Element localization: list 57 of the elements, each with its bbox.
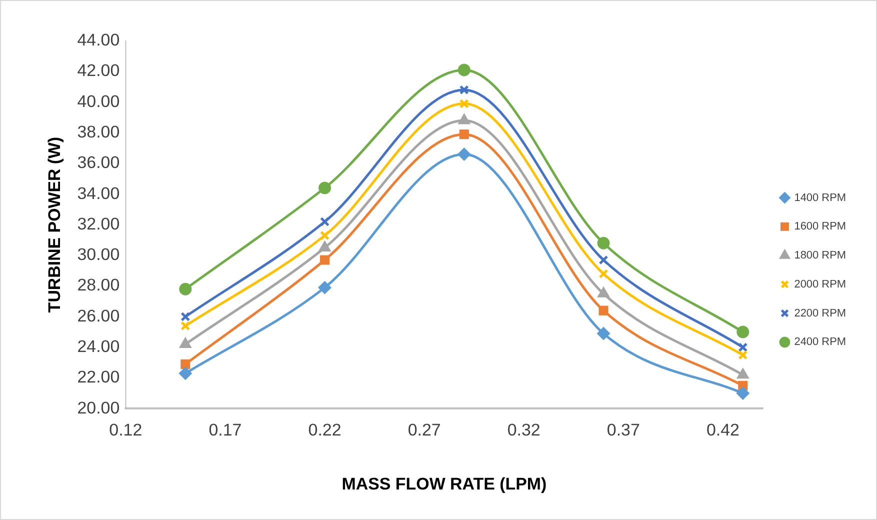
x-tick-label: 0.12 — [109, 420, 142, 440]
y-tick-label: 30.00 — [77, 245, 120, 264]
legend-label: 1800 RPM — [794, 250, 846, 262]
point — [598, 306, 608, 316]
point — [318, 182, 331, 194]
point — [319, 241, 330, 252]
y-tick-label: 20.00 — [77, 398, 120, 418]
x-tick-label: 0.22 — [308, 420, 342, 440]
point — [598, 255, 608, 265]
point — [180, 338, 191, 348]
point — [180, 321, 190, 331]
point — [598, 287, 610, 298]
legend-label: 2400 RPM — [794, 336, 846, 348]
y-tick-label: 40.00 — [77, 92, 120, 111]
point — [459, 98, 469, 108]
point — [598, 269, 608, 279]
point — [738, 350, 748, 360]
legend-label: 1400 RPM — [794, 192, 846, 204]
point — [458, 114, 470, 124]
x-tick-label: 0.32 — [507, 420, 540, 440]
y-tick-label: 22.00 — [77, 368, 120, 387]
y-tick-label: 34.00 — [77, 184, 120, 203]
x-tick-label: 0.37 — [606, 420, 640, 440]
point — [738, 342, 748, 352]
point — [459, 130, 469, 140]
point — [180, 359, 190, 369]
y-tick-label: 26.00 — [77, 306, 120, 326]
point — [179, 367, 192, 380]
y-tick-label: 24.00 — [77, 337, 120, 356]
point — [597, 236, 610, 250]
point — [320, 216, 330, 226]
point — [320, 255, 330, 265]
x-tick-label: 0.17 — [208, 420, 242, 440]
y-axis-title: TURBINE POWER (W) — [44, 136, 64, 313]
legend-label: 2000 RPM — [794, 278, 846, 290]
y-tick-label: 38.00 — [77, 122, 120, 142]
point — [736, 326, 750, 338]
x-axis-title: MASS FLOW RATE (LPM) — [342, 474, 547, 494]
legend-label: 2200 RPM — [794, 307, 846, 320]
point — [597, 327, 610, 340]
point — [180, 312, 190, 322]
y-tick-label: 28.00 — [77, 276, 120, 295]
point — [736, 387, 750, 400]
point — [737, 368, 748, 379]
x-tick-label: 0.27 — [408, 420, 441, 440]
y-tick-label: 36.00 — [77, 153, 120, 172]
y-tick-label: 42.00 — [77, 61, 120, 80]
y-tick-label: 44.00 — [77, 30, 120, 50]
x-tick-label: 0.42 — [706, 420, 740, 440]
point — [320, 230, 330, 240]
point — [458, 148, 470, 160]
point — [459, 85, 469, 95]
point — [179, 282, 192, 296]
point — [458, 64, 470, 76]
point — [318, 281, 331, 294]
y-tick-label: 32.00 — [77, 214, 120, 234]
legend-label: 1600 RPM — [794, 220, 846, 233]
